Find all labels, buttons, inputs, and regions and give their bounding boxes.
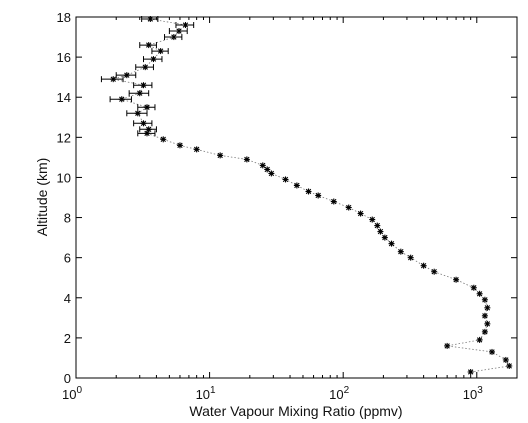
data-point	[145, 126, 152, 133]
y-axis-label: Altitude (km)	[34, 158, 50, 237]
data-point	[110, 76, 117, 83]
data-point	[476, 336, 483, 343]
y-tick-label: 6	[64, 251, 71, 266]
y-tick-label: 2	[64, 331, 71, 346]
data-point	[182, 22, 189, 29]
x-tick-label: 101	[196, 385, 216, 402]
data-marker-layer	[110, 16, 513, 375]
data-point	[502, 356, 509, 363]
x-tick-label-layer: 100 101 102 103	[62, 385, 483, 402]
data-point	[123, 72, 130, 79]
x-tick-label: 103	[463, 385, 483, 402]
y-tick-label: 16	[57, 50, 71, 65]
data-point	[136, 90, 143, 97]
data-point	[381, 234, 388, 241]
data-point	[140, 82, 147, 89]
data-point	[484, 304, 491, 311]
data-point	[481, 312, 488, 319]
x-axis-label: Water Vapour Mixing Ratio (ppmv)	[189, 403, 402, 419]
plot-frame	[75, 16, 518, 379]
axis-ticks	[75, 16, 518, 379]
y-tick-label: 12	[57, 130, 71, 145]
data-point	[176, 142, 183, 149]
data-point	[357, 210, 364, 217]
profile-line-layer	[113, 18, 510, 373]
data-point	[147, 16, 154, 23]
data-point	[170, 34, 177, 41]
x-tick-label: 102	[329, 385, 349, 402]
data-point	[489, 348, 496, 355]
data-point	[157, 48, 164, 55]
data-point	[470, 284, 477, 291]
data-point	[484, 320, 491, 327]
data-point	[268, 170, 275, 177]
data-point	[134, 110, 141, 117]
x-tick-label: 100	[62, 385, 82, 402]
y-tick-label-layer: 0 2 4 6 8 10 12 14 16 18	[57, 10, 71, 386]
data-point	[243, 156, 250, 163]
data-point	[506, 362, 513, 369]
data-point	[345, 204, 352, 211]
data-point	[397, 248, 404, 255]
data-point	[369, 216, 376, 223]
y-tick-label: 10	[57, 170, 71, 185]
data-point	[145, 42, 152, 49]
y-tick-label: 14	[57, 90, 71, 105]
data-point	[481, 296, 488, 303]
data-point	[193, 146, 200, 153]
data-point	[407, 254, 414, 261]
y-tick-label: 18	[57, 10, 71, 25]
data-point	[431, 268, 438, 275]
data-point	[150, 56, 157, 63]
data-point	[144, 104, 151, 111]
data-point	[217, 152, 224, 159]
data-point	[467, 368, 474, 375]
y-tick-label: 0	[64, 371, 71, 386]
data-point	[293, 182, 300, 189]
data-point	[315, 192, 322, 199]
y-tick-label: 4	[64, 291, 71, 306]
data-point	[420, 262, 427, 269]
data-point	[481, 328, 488, 335]
data-point	[175, 28, 182, 35]
data-point	[330, 198, 337, 205]
data-point	[476, 290, 483, 297]
data-point	[140, 120, 147, 127]
data-point	[453, 276, 460, 283]
error-bar-layer	[100, 16, 195, 137]
data-point	[118, 96, 125, 103]
data-point	[142, 64, 149, 71]
data-point	[160, 136, 167, 143]
profile-line	[113, 18, 510, 373]
data-point	[305, 188, 312, 195]
data-point	[264, 166, 271, 173]
data-point	[374, 222, 381, 229]
data-point	[259, 162, 266, 169]
y-tick-label: 8	[64, 211, 71, 226]
data-point	[282, 176, 289, 183]
data-point	[377, 228, 384, 235]
data-point	[388, 240, 395, 247]
data-point	[444, 342, 451, 349]
